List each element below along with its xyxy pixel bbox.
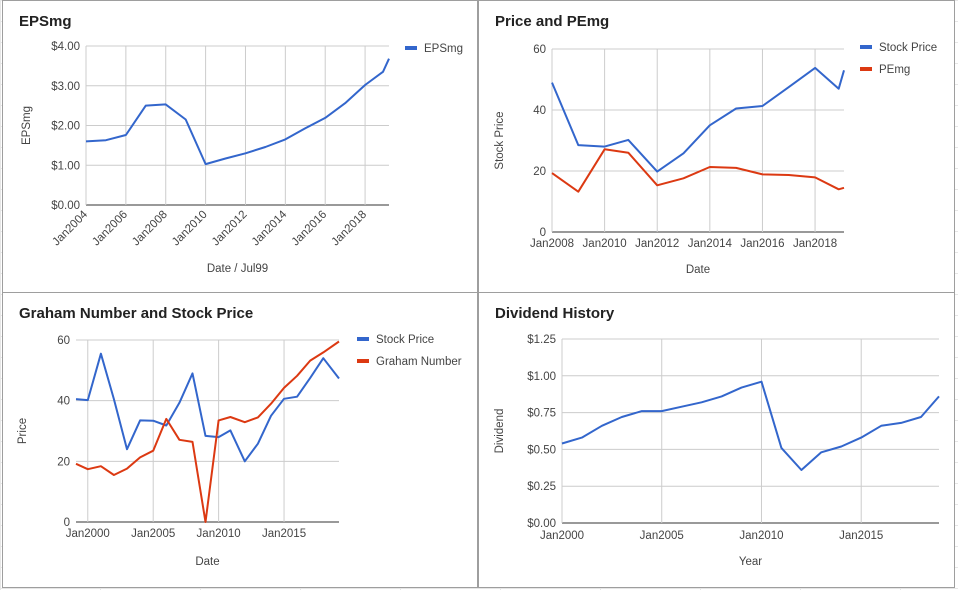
series-line [551,148,845,193]
legend-label: Graham Number [376,356,462,368]
chart-title: EPSmg [19,13,72,30]
x-tick-label: Jan2008 [530,238,574,250]
y-tick-label: $0.75 [527,408,556,420]
x-tick-label: Jan2015 [839,530,883,542]
x-tick-label: Jan2014 [250,208,290,248]
y-tick-label: $1.00 [51,160,80,172]
y-tick-label: $0.00 [51,200,80,212]
y-axis-title: Stock Price [494,111,506,169]
x-tick-label: Jan2010 [170,209,210,249]
x-tick-label: Jan2015 [262,528,306,540]
y-tick-label: $0.25 [527,481,556,493]
x-tick-label: Jan2010 [583,238,627,250]
y-tick-label: 20 [533,166,546,178]
y-tick-label: 0 [540,227,546,239]
x-tick-label: Jan2014 [688,238,733,250]
x-tick-label: Jan2012 [635,238,679,250]
legend-label: PEmg [879,64,910,76]
x-tick-label: Jan2000 [66,528,110,540]
chart-panel-price-and-pemg[interactable]: Price and PEmg 0 20 40 60 Jan2008 Jan2010 Jan2… [478,0,955,293]
x-axis-title: Date [195,556,219,568]
y-tick-label: 0 [64,517,70,529]
graham-number-chart: 0 20 40 60 Jan2000 Jan2005 Jan2010 Jan2015 Date P… [17,334,462,568]
series-line [551,66,845,173]
x-tick-label: Jan2010 [197,528,241,540]
x-tick-label: Jan2018 [793,238,837,250]
chart-title: Dividend History [495,305,615,322]
y-tick-label: $4.00 [51,41,80,53]
legend-label: EPSmg [424,43,463,55]
x-tick-label: Jan2008 [130,209,170,249]
legend-swatch [357,337,369,341]
legend-swatch [405,46,417,50]
series-line [75,352,340,463]
x-tick-label: Jan2005 [640,530,684,542]
y-tick-label: 20 [57,456,70,468]
legend-label: Stock Price [376,334,434,346]
x-tick-label: Jan2006 [90,209,130,249]
chart-panel-epsmg[interactable]: EPSmg $0.00 $1.00 $2.00 $3.00 $4.00 Jan2004 Ja… [2,0,478,293]
x-tick-label: Jan2012 [210,209,250,249]
series-line [75,340,340,523]
x-tick-label: Jan2000 [540,530,584,542]
y-axis-title: Price [17,418,29,444]
x-tick-label: Jan2005 [131,528,175,540]
y-axis-title: EPSmg [21,106,33,145]
y-tick-label: 60 [533,44,546,56]
legend-swatch [860,67,872,71]
legend-swatch [357,359,369,363]
x-tick-label: Jan2016 [740,238,784,250]
x-tick-label: Jan2010 [739,530,783,542]
chart-title: Graham Number and Stock Price [19,305,254,322]
x-axis-title: Year [739,556,762,568]
y-tick-label: $1.00 [527,371,556,383]
y-tick-label: $2.00 [51,121,80,133]
y-tick-label: 40 [533,105,546,117]
x-axis-title: Date [686,264,710,276]
x-axis-title: Date / Jul99 [207,263,268,275]
y-axis-title: Dividend [494,409,506,454]
legend-label: Stock Price [879,42,937,54]
chart-panel-graham-number[interactable]: Graham Number and Stock Price 0 20 40 60 Jan… [2,292,478,588]
x-tick-label: Jan2018 [330,209,370,249]
price-pemg-chart: 0 20 40 60 Jan2008 Jan2010 Jan2012 Jan2014 Jan20… [494,42,937,276]
dividend-history-chart: $0.00 $0.25 $0.50 $0.75 $1.00 $1.25 Jan2000 Jan… [494,334,940,568]
legend-swatch [860,45,872,49]
series-line [561,380,940,471]
chart-title: Price and PEmg [495,13,610,30]
series-line [85,58,390,166]
y-tick-label: 60 [57,335,70,347]
x-tick-label: Jan2016 [290,209,330,249]
x-tick-label: Jan2004 [50,208,90,248]
chart-panel-dividend-history[interactable]: Dividend History $0.00 $0.25 $0.50 $0.75 $1.… [478,292,955,588]
y-tick-label: $1.25 [527,334,556,346]
y-tick-label: 40 [57,396,70,408]
y-tick-label: $3.00 [51,81,80,93]
y-tick-label: $0.00 [527,518,556,530]
y-tick-label: $0.50 [527,444,556,456]
